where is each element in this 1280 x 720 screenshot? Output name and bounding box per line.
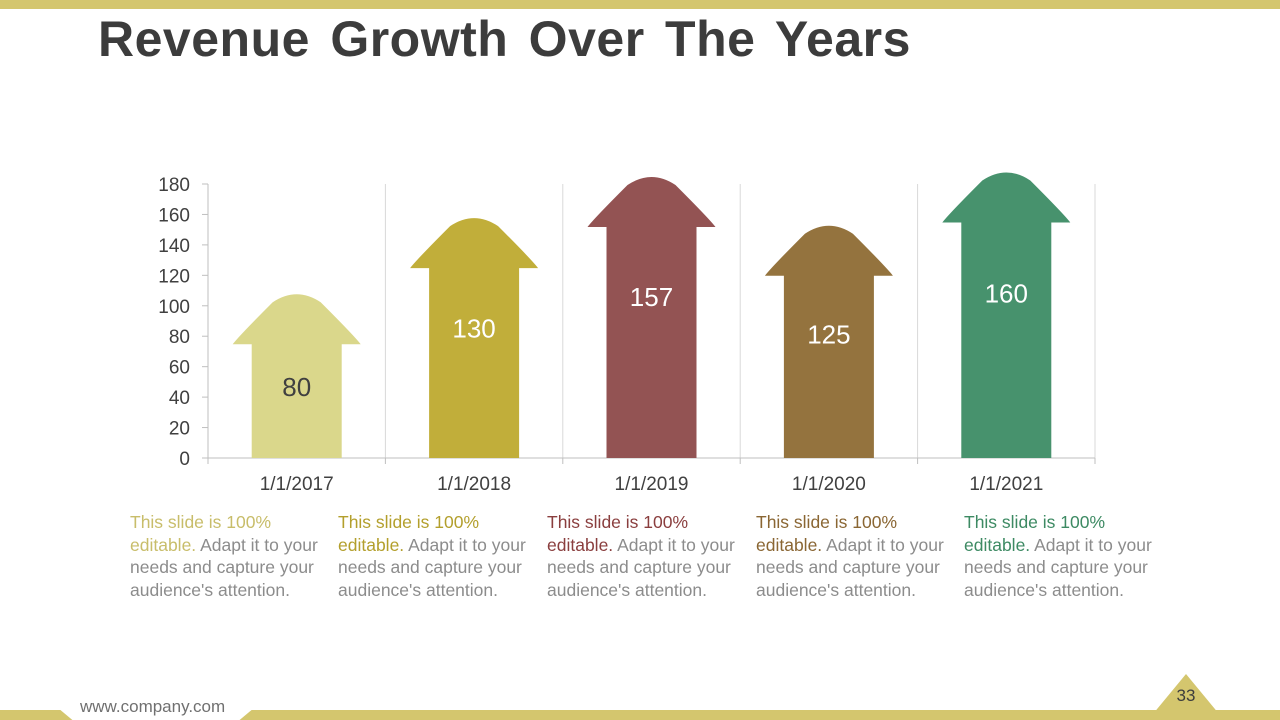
description-4: This slide is 100% editable. Adapt it to…: [756, 511, 956, 601]
x-tick-label: 1/1/2017: [260, 474, 334, 495]
arrow-bar: [942, 172, 1071, 458]
y-tick-label: 180: [158, 175, 190, 196]
y-tick-label: 100: [158, 297, 190, 318]
description-body: Adapt it to your needs and capture your …: [547, 534, 735, 600]
x-tick-label: 1/1/2020: [792, 474, 866, 495]
description-body: Adapt it to your needs and capture your …: [756, 534, 944, 600]
x-tick-label: 1/1/2018: [437, 474, 511, 495]
page-number: 33: [1176, 686, 1196, 705]
y-tick-label: 60: [169, 358, 190, 379]
bar-value-label: 125: [807, 319, 850, 349]
description-highlight: This slide is 100% editable.: [547, 512, 689, 555]
top-accent-bar: [0, 0, 1280, 9]
bottom-accent-bar: [0, 710, 1280, 720]
bar-value-label: 160: [985, 278, 1028, 308]
y-tick-label: 120: [158, 266, 190, 287]
y-tick-label: 140: [158, 236, 190, 257]
description-5: This slide is 100% editable. Adapt it to…: [964, 511, 1164, 601]
description-body: Adapt it to your needs and capture your …: [130, 534, 318, 600]
y-tick-label: 80: [169, 327, 190, 348]
arrow-bar: [764, 225, 893, 458]
bar-value-label: 130: [452, 314, 495, 344]
description-body: Adapt it to your needs and capture your …: [338, 534, 526, 600]
description-1: This slide is 100% editable. Adapt it to…: [130, 511, 330, 601]
arrow-bar: [410, 218, 539, 458]
arrow-bar: [232, 294, 361, 458]
description-highlight: This slide is 100% editable.: [756, 512, 898, 555]
y-tick-label: 20: [169, 419, 190, 440]
y-tick-label: 160: [158, 205, 190, 226]
arrow-bar: [587, 177, 716, 458]
description-highlight: This slide is 100% editable.: [338, 512, 480, 555]
x-tick-label: 1/1/2019: [615, 474, 689, 495]
arrow-bar-chart: 0 20 40 60 80 100 120 140 160 180 80 1/1/2017 130 1/1…: [158, 172, 1096, 495]
slide-title: Revenue Growth Over The Years: [98, 11, 911, 67]
description-2: This slide is 100% editable. Adapt it to…: [338, 511, 538, 601]
footer-tab: [46, 698, 266, 720]
description-3: This slide is 100% editable. Adapt it to…: [547, 511, 747, 601]
bar-value-label: 80: [282, 372, 311, 402]
description-highlight: This slide is 100% editable.: [130, 512, 272, 555]
y-tick-label: 0: [179, 449, 190, 470]
description-highlight: This slide is 100% editable.: [964, 512, 1106, 555]
y-tick-label: 40: [169, 388, 190, 409]
bar-value-label: 157: [630, 282, 673, 312]
footer-url[interactable]: www.company.com: [80, 697, 226, 716]
x-tick-label: 1/1/2021: [969, 474, 1043, 495]
description-body: Adapt it to your needs and capture your …: [964, 534, 1152, 600]
